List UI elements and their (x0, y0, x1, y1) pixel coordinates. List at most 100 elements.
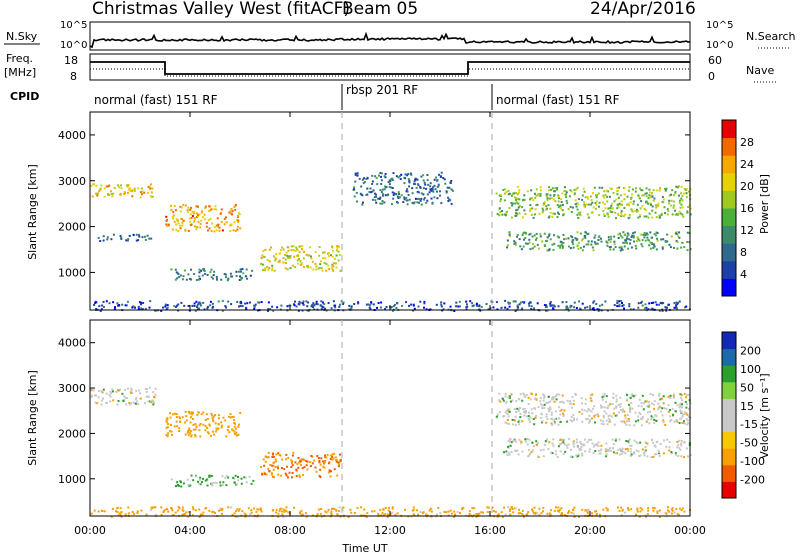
velocity-echo-cell (234, 515, 237, 518)
power-echo-cell (604, 300, 607, 303)
velocity-echo-cell (668, 441, 671, 444)
velocity-echo-cell (624, 511, 627, 514)
velocity-echo-cell (204, 425, 207, 428)
velocity-echo-cell (221, 475, 224, 478)
velocity-echo-cell (530, 408, 533, 411)
velocity-echo-cell (281, 510, 284, 513)
velocity-echo-cell (629, 406, 632, 409)
power-echo-cell (198, 301, 201, 304)
power-echo-cell (603, 215, 606, 217)
velocity-echo-cell (201, 481, 204, 483)
velocity-echo-cell (685, 406, 688, 409)
velocity-echo-cell (571, 455, 574, 458)
power-echo-cell (647, 238, 650, 241)
velocity-echo-cell (204, 429, 207, 432)
velocity-echo-cell (165, 419, 168, 422)
power-echo-cell (475, 302, 478, 305)
power-echo-cell (578, 300, 580, 303)
velocity-echo-cell (273, 461, 276, 464)
velocity-echo-cell (264, 460, 267, 463)
velocity-echo-cell (655, 415, 658, 418)
power-echo-cell (111, 195, 114, 198)
power-echo-cell (336, 246, 339, 249)
velocity-echo-cell (217, 423, 220, 425)
power-echo-cell (411, 192, 414, 195)
power-echo-cell (249, 274, 252, 277)
power-echo-cell (137, 305, 140, 308)
velocity-echo-cell (421, 512, 424, 514)
velocity-echo-cell (671, 507, 674, 510)
power-echo-cell (617, 196, 620, 199)
velocity-echo-cell (329, 475, 332, 478)
power-echo-cell (522, 232, 525, 235)
power-echo-cell (207, 305, 209, 308)
velocity-ytick-label: 2000 (58, 427, 86, 440)
power-echo-cell (686, 241, 689, 243)
power-echo-cell (265, 266, 268, 269)
power-echo-cell (318, 254, 321, 257)
power-echo-cell (627, 233, 630, 236)
velocity-echo-cell (335, 460, 338, 463)
power-echo-cell (623, 245, 626, 248)
velocity-echo-cell (178, 507, 181, 510)
power-echo-cell (661, 196, 664, 198)
power-echo-cell (239, 227, 242, 230)
velocity-echo-cell (527, 511, 530, 513)
velocity-echo-cell (591, 512, 593, 515)
velocity-echo-cell (553, 509, 556, 512)
power-echo-cell (525, 232, 528, 235)
power-echo-cell (198, 307, 200, 310)
power-echo-cell (458, 305, 461, 308)
velocity-echo-cell (680, 442, 683, 445)
power-echo-cell (302, 265, 305, 268)
velocity-heatmap (90, 386, 692, 518)
velocity-echo-cell (551, 397, 554, 400)
velocity-echo-cell (514, 507, 517, 510)
velocity-echo-cell (647, 418, 649, 421)
power-echo-cell (523, 301, 526, 304)
velocity-echo-cell (224, 419, 227, 422)
velocity-echo-cell (234, 510, 237, 513)
power-echo-cell (417, 305, 420, 308)
velocity-echo-cell (173, 425, 176, 428)
power-echo-cell (613, 304, 616, 307)
velocity-echo-cell (152, 391, 155, 394)
power-echo-cell (439, 190, 441, 193)
power-echo-cell (330, 254, 332, 257)
power-echo-cell (503, 192, 506, 195)
velocity-echo-cell (535, 440, 538, 443)
velocity-echo-cell (244, 513, 247, 516)
power-echo-cell (244, 275, 247, 278)
power-echo-cell (633, 231, 636, 234)
velocity-echo-cell (680, 396, 683, 399)
power-echo-cell (108, 184, 111, 187)
power-echo-cell (285, 251, 288, 254)
velocity-echo-cell (218, 509, 220, 512)
velocity-echo-cell (629, 396, 632, 399)
velocity-echo-cell (192, 423, 195, 426)
power-echo-cell (227, 278, 230, 281)
power-echo-cell (144, 307, 147, 310)
power-echo-cell (370, 301, 373, 304)
velocity-echo-cell (594, 421, 596, 424)
power-echo-cell (295, 305, 298, 308)
power-echo-cell (685, 192, 688, 195)
power-echo-cell (553, 212, 556, 215)
power-echo-cell (685, 188, 688, 191)
power-echo-cell (616, 193, 619, 196)
power-echo-cell (185, 278, 188, 281)
power-echo-cell (671, 189, 674, 192)
velocity-echo-cell (243, 476, 246, 479)
velocity-echo-cell (609, 450, 612, 452)
power-echo-cell (368, 191, 371, 193)
power-echo-cell (239, 305, 242, 307)
velocity-echo-cell (533, 445, 535, 448)
power-echo-cell (500, 306, 503, 309)
power-echo-cell (293, 255, 296, 258)
power-echo-cell (176, 271, 179, 274)
power-echo-cell (239, 301, 242, 304)
power-echo-cell (675, 301, 678, 304)
velocity-echo-cell (271, 456, 274, 458)
velocity-echo-cell (646, 513, 649, 516)
power-echo-cell (365, 303, 368, 306)
